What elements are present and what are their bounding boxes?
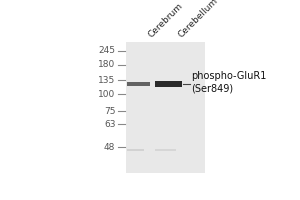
Text: Cerebrum: Cerebrum — [147, 1, 185, 39]
Text: 75: 75 — [104, 107, 116, 116]
Bar — [127, 82, 150, 86]
Bar — [155, 149, 176, 151]
Bar — [155, 81, 182, 87]
Text: 48: 48 — [104, 143, 116, 152]
Bar — [127, 149, 145, 151]
Text: Cerebellum: Cerebellum — [177, 0, 220, 39]
Bar — [126, 42, 205, 173]
Text: 180: 180 — [98, 60, 116, 69]
Text: 63: 63 — [104, 120, 116, 129]
Text: phospho-GluR1
(Ser849): phospho-GluR1 (Ser849) — [191, 71, 266, 94]
Text: 100: 100 — [98, 90, 116, 99]
Text: 245: 245 — [98, 46, 116, 55]
Text: 135: 135 — [98, 76, 116, 85]
